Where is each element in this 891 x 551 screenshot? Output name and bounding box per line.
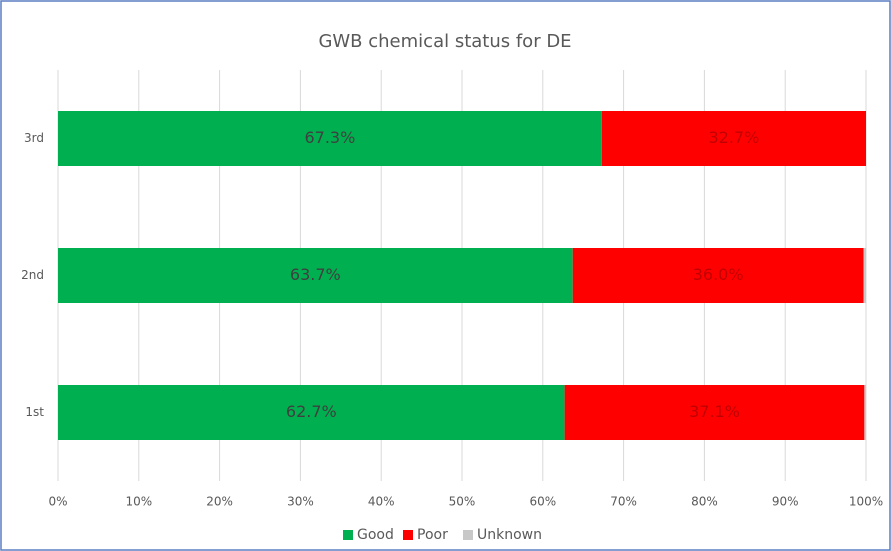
bar-segment [58,111,602,166]
data-label: 32.7% [708,128,759,147]
x-tick-label: 90% [772,495,799,509]
bar-segment [58,385,565,440]
legend-label: Unknown [477,527,542,543]
bar-segment [863,248,866,303]
data-label: 36.0% [693,265,744,284]
data-label: 67.3% [304,128,355,147]
x-tick-label: 60% [529,495,556,509]
data-label: 63.7% [290,265,341,284]
legend-label: Poor [417,527,448,543]
y-tick-label: 2nd [21,268,44,282]
x-tick-label: 10% [125,495,152,509]
y-tick-label: 1st [25,405,44,419]
x-tick-label: 20% [206,495,233,509]
x-tick-label: 70% [610,495,637,509]
data-label: 62.7% [286,402,337,421]
legend-swatch [403,530,413,540]
bar-segment [564,385,865,440]
bar-segment [572,248,864,303]
x-tick-label: 40% [368,495,395,509]
bar-segment [58,248,573,303]
y-tick-label: 3rd [24,131,44,145]
x-tick-label: 100% [849,495,883,509]
x-tick-label: 30% [287,495,314,509]
legend-label: Good [357,527,394,543]
x-tick-label: 50% [449,495,476,509]
legend-swatch [463,530,473,540]
data-label: 37.1% [689,402,740,421]
bar-segment [864,385,866,440]
x-tick-label: 80% [691,495,718,509]
legend-swatch [343,530,353,540]
chart-title: GWB chemical status for DE [318,31,571,52]
x-tick-label: 0% [48,495,67,509]
bar-segment [601,111,866,166]
